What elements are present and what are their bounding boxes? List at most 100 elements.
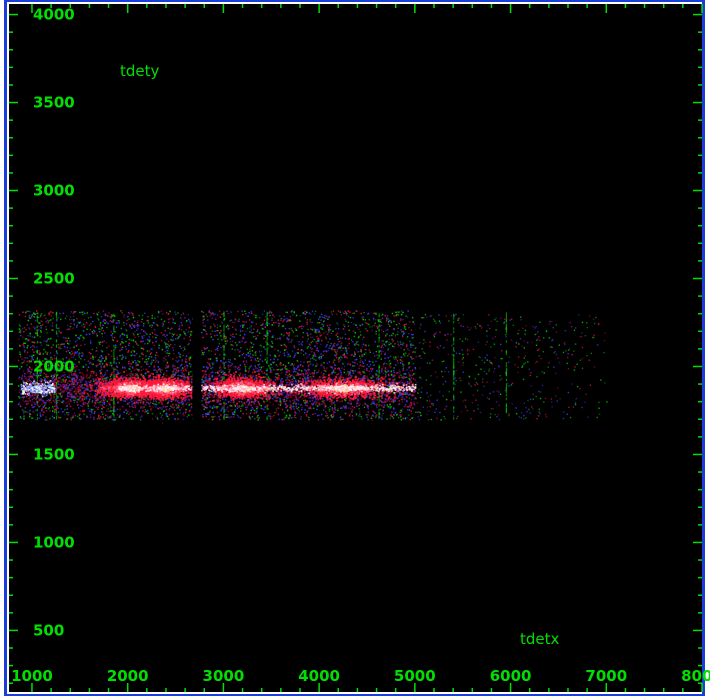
background-event <box>157 324 159 327</box>
background-event <box>33 336 36 338</box>
background-event <box>414 388 416 390</box>
background-event <box>146 360 149 363</box>
background-event <box>163 410 165 412</box>
background-event <box>213 362 215 364</box>
background-event <box>344 356 346 358</box>
background-event <box>169 318 171 320</box>
background-event <box>242 321 244 323</box>
background-event <box>321 339 323 342</box>
background-event <box>166 338 168 340</box>
background-event <box>255 337 258 339</box>
background-event <box>63 343 65 345</box>
background-event <box>136 329 138 331</box>
background-event <box>84 312 86 314</box>
background-event <box>130 416 132 418</box>
background-event <box>269 416 271 419</box>
background-event <box>143 375 145 378</box>
background-event <box>376 406 378 409</box>
background-event <box>151 324 154 327</box>
background-event <box>181 359 183 361</box>
background-event <box>405 345 408 348</box>
background-event <box>180 347 183 349</box>
background-event <box>73 401 76 403</box>
background-event <box>355 341 358 343</box>
background-event <box>307 338 309 340</box>
background-event <box>62 359 64 361</box>
background-event <box>387 317 389 320</box>
background-event <box>379 350 382 352</box>
background-event <box>148 336 150 338</box>
background-event <box>254 365 256 367</box>
background-event <box>179 356 182 358</box>
background-event <box>325 415 327 417</box>
background-event <box>93 332 95 334</box>
background-event <box>180 329 183 331</box>
background-event <box>73 345 76 348</box>
background-event <box>289 315 292 318</box>
background-event <box>253 409 256 412</box>
background-event <box>141 358 144 360</box>
background-event <box>20 329 23 331</box>
background-event <box>376 406 378 409</box>
background-event <box>93 412 96 414</box>
background-event <box>69 316 72 318</box>
background-event <box>224 410 226 412</box>
background-event <box>310 336 312 339</box>
background-event <box>370 415 373 417</box>
background-event <box>242 412 244 415</box>
background-event <box>207 397 209 399</box>
background-event <box>269 415 271 417</box>
background-event <box>228 417 231 419</box>
background-event <box>307 383 309 385</box>
background-event <box>239 330 242 333</box>
background-event <box>211 362 213 364</box>
background-event <box>77 404 79 406</box>
background-event <box>400 416 402 418</box>
background-event <box>356 343 359 346</box>
background-event <box>363 375 365 377</box>
background-event <box>148 339 150 342</box>
background-event <box>57 343 59 346</box>
background-event <box>46 344 48 346</box>
background-event <box>316 342 318 345</box>
background-event <box>209 333 212 335</box>
background-event <box>271 366 273 369</box>
background-event <box>315 331 317 334</box>
background-event <box>366 330 369 332</box>
background-event <box>183 373 185 375</box>
background-event <box>43 372 45 375</box>
background-event <box>288 341 290 343</box>
background-event <box>211 330 214 332</box>
background-event <box>284 366 286 369</box>
background-event <box>316 372 318 374</box>
background-event <box>291 310 293 312</box>
background-event <box>188 336 191 338</box>
background-event <box>149 405 151 407</box>
background-event <box>340 343 342 345</box>
background-event <box>288 320 290 322</box>
background-event <box>135 343 138 345</box>
background-event <box>408 366 411 368</box>
background-event <box>407 310 409 312</box>
background-event <box>324 403 326 406</box>
background-event <box>120 327 123 330</box>
background-event <box>316 401 318 403</box>
background-event <box>330 311 333 313</box>
background-event <box>23 411 25 413</box>
background-event <box>300 343 302 345</box>
background-event <box>375 312 377 314</box>
background-event <box>246 327 249 330</box>
background-event <box>156 375 158 377</box>
background-event <box>304 402 306 404</box>
background-event <box>240 325 242 327</box>
background-event <box>311 336 314 338</box>
background-event <box>100 416 102 418</box>
background-event <box>188 414 190 416</box>
background-event <box>306 347 309 349</box>
background-event <box>377 357 379 359</box>
background-event <box>360 415 362 418</box>
background-event <box>259 369 262 371</box>
background-event <box>73 354 76 356</box>
background-event <box>153 365 156 367</box>
background-event <box>33 361 35 363</box>
